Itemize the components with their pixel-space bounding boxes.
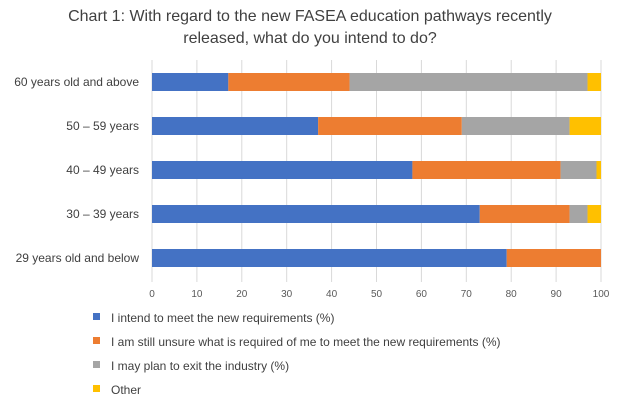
category-label: 60 years old and above [14,75,139,89]
x-tick-label: 10 [191,289,203,300]
x-tick-label: 30 [281,289,293,300]
bar-segment-series-2-row-1 [228,73,350,91]
bar-segment-series-2-row-4 [479,205,570,223]
x-tick-label: 80 [506,289,518,300]
category-label: 29 years old and below [16,251,140,265]
bar-segment-series-3-row-4 [569,205,588,223]
category-label: 50 – 59 years [66,119,139,133]
chart-title: Chart 1: With regard to the new FASEA ed… [68,8,552,47]
x-tick-label: 100 [593,289,610,300]
x-axis-tick-labels: 0 10 20 30 40 50 60 70 80 90 100 [149,289,610,300]
x-tick-label: 70 [461,289,473,300]
bar-segment-series-1-row-4 [152,205,480,223]
x-tick-label: 20 [236,289,248,300]
x-tick-label: 50 [371,289,383,300]
category-labels: 60 years old and above 50 – 59 years 40 – … [14,75,139,265]
legend-label: I may plan to exit the industry (%) [111,359,289,373]
chart-title-line-2: released, what do you intend to do? [183,30,437,47]
legend-item: I am still unsure what is required of me… [93,335,501,349]
bar-segment-series-1-row-5 [152,249,507,267]
bars [152,73,601,267]
legend-swatch [93,361,100,368]
chart-title-line-1: Chart 1: With regard to the new FASEA ed… [68,8,552,25]
category-label: 40 – 49 years [66,163,139,177]
bar-segment-series-3-row-1 [349,73,588,91]
legend-label: I am still unsure what is required of me… [111,335,501,349]
legend-label: I intend to meet the new requirements (%… [111,311,334,325]
legend-item: I may plan to exit the industry (%) [93,359,289,373]
legend-swatch [93,313,100,320]
bar-segment-series-2-row-5 [506,249,601,267]
x-tick-label: 0 [149,289,155,300]
bar-segment-series-4-row-4 [587,205,601,223]
category-label: 30 – 39 years [66,207,139,221]
legend-swatch [93,385,100,392]
bar-segment-series-3-row-3 [560,161,597,179]
bar-segment-series-2-row-2 [318,117,462,135]
bar-segment-series-4-row-1 [587,73,601,91]
bar-segment-series-1-row-3 [152,161,413,179]
bar-segment-series-1-row-2 [152,117,319,135]
x-tick-label: 40 [326,289,338,300]
legend-item: I intend to meet the new requirements (%… [93,311,334,325]
bar-segment-series-4-row-2 [569,117,601,135]
x-tick-label: 90 [551,289,563,300]
legend-swatch [93,337,100,344]
bar-segment-series-4-row-3 [596,161,601,179]
legend-label: Other [111,383,141,397]
legend: I intend to meet the new requirements (%… [93,311,501,397]
bar-segment-series-2-row-3 [412,161,561,179]
bar-segment-series-1-row-1 [152,73,229,91]
x-tick-label: 60 [416,289,428,300]
legend-item: Other [93,383,141,397]
bar-segment-series-3-row-2 [461,117,570,135]
